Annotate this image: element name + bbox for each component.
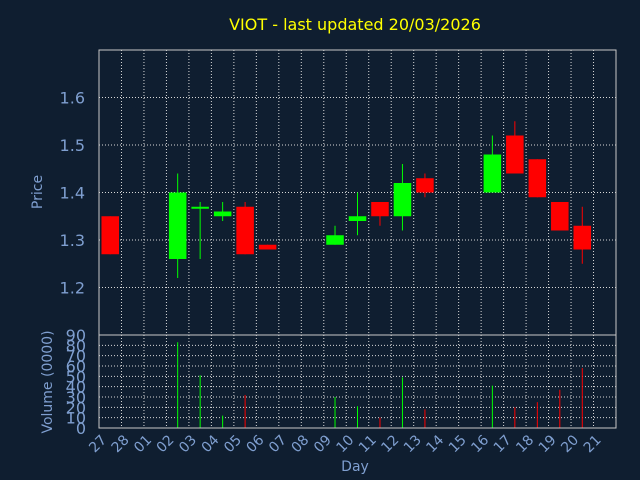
candle-body: [236, 206, 254, 255]
day-tick-label: 13: [401, 432, 425, 456]
candle-body: [371, 202, 389, 217]
day-tick-label: 04: [199, 432, 223, 456]
candle-body: [551, 202, 569, 231]
volume-tick-label: 0: [76, 419, 86, 438]
candle-body: [573, 225, 592, 250]
day-tick-label: 20: [558, 432, 582, 456]
candle-body: [101, 216, 120, 255]
day-tick-label: 03: [176, 432, 200, 456]
chart-title: VIOT - last updated 20/03/2026: [229, 15, 481, 34]
day-tick-label: 08: [289, 432, 313, 456]
candle-body: [483, 154, 502, 193]
price-tick-label: 1.6: [60, 89, 85, 108]
volume-tick-label: 30: [66, 388, 86, 407]
day-tick-label: 02: [154, 432, 178, 456]
day-tick-label: 15: [446, 432, 470, 456]
candle-body: [528, 159, 547, 198]
candle-body: [326, 235, 344, 245]
volume-tick-label: 10: [66, 409, 86, 428]
candle-body: [506, 135, 524, 174]
volume-frame: [98, 334, 617, 429]
volume-panel: 0102030405060708090272801020304050607080…: [66, 326, 617, 456]
candle-body: [191, 206, 209, 209]
volume-tick-label: 70: [66, 347, 86, 366]
day-tick-label: 09: [311, 432, 335, 456]
volume-tick-label: 80: [66, 336, 86, 355]
price-axis-label: Price: [30, 175, 46, 209]
day-tick-label: 16: [468, 432, 492, 456]
price-tick-label: 1.5: [60, 136, 85, 155]
day-tick-label: 18: [513, 432, 537, 456]
day-tick-label: 11: [356, 432, 380, 456]
price-tick-label: 1.4: [60, 184, 85, 203]
day-tick-label: 05: [221, 432, 245, 456]
volume-tick-label: 20: [66, 398, 86, 417]
volume-tick-label: 60: [66, 357, 86, 376]
volume-tick-label: 90: [66, 326, 86, 345]
volume-tick-label: 40: [66, 378, 86, 397]
candle-body: [416, 178, 434, 193]
day-tick-label: 12: [378, 432, 402, 456]
day-tick-label: 17: [491, 432, 515, 456]
day-tick-label: 06: [244, 432, 268, 456]
volume-axis-label: Volume (0000): [40, 330, 56, 433]
candle-body: [168, 192, 187, 259]
price-tick-label: 1.2: [60, 279, 85, 298]
day-tick-label: 28: [109, 432, 133, 456]
day-tick-label: 01: [131, 432, 155, 456]
volume-tick-label: 50: [66, 367, 86, 386]
candle-body: [213, 211, 232, 217]
price-tick-label: 1.3: [60, 231, 85, 250]
x-axis-label: Day: [341, 459, 369, 475]
day-tick-label: 19: [536, 432, 560, 456]
day-tick-label: 10: [333, 432, 357, 456]
day-tick-label: 21: [581, 432, 605, 456]
candle-body: [348, 216, 367, 221]
day-tick-label: 07: [266, 432, 290, 456]
candle-body: [258, 244, 277, 250]
candle-body: [393, 183, 412, 217]
day-tick-label: 14: [423, 432, 447, 456]
price-panel: 1.2 1.3 1.4 1.5 1.6: [60, 49, 617, 336]
day-tick-label: 27: [86, 432, 110, 456]
